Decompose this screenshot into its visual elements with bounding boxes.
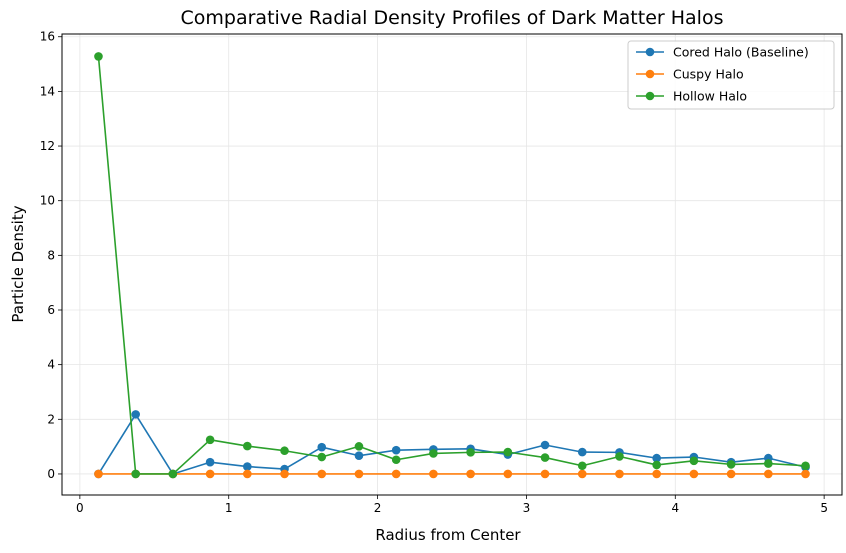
data-point: [168, 469, 178, 479]
data-point: [94, 52, 103, 61]
x-tick-label: 5: [820, 501, 828, 515]
data-point: [317, 452, 327, 462]
data-point: [391, 445, 401, 455]
data-point: [280, 446, 289, 456]
x-tick-label: 3: [523, 501, 531, 515]
legend: Cored Halo (Baseline) Cuspy Halo Hollow Ha…: [627, 40, 835, 110]
data-point: [205, 435, 215, 445]
series-layer: [94, 52, 810, 479]
data-point: [540, 440, 550, 450]
data-point: [243, 462, 252, 471]
y-tick-label: 4: [47, 358, 55, 372]
data-point: [615, 469, 624, 479]
data-point: [540, 453, 550, 462]
data-point: [503, 447, 513, 457]
plot-frame: [61, 33, 843, 496]
data-point: [540, 469, 550, 479]
chart-title: Comparative Radial Density Profiles of D…: [181, 7, 724, 29]
data-point: [205, 457, 215, 467]
data-point: [615, 452, 624, 461]
series-cored-halo-baseline: [94, 410, 810, 479]
data-point: [317, 469, 327, 479]
legend-label-hollow-halo: Hollow Halo: [673, 89, 747, 104]
legend-label-cuspy-halo: Cuspy Halo: [673, 67, 744, 82]
y-tick-label: 16: [40, 30, 55, 44]
data-point: [466, 469, 475, 479]
data-point: [205, 469, 215, 479]
data-point: [503, 469, 513, 479]
data-point: [726, 460, 736, 469]
y-tick-label: 10: [40, 194, 55, 208]
data-point: [652, 460, 661, 470]
data-point: [131, 469, 140, 479]
legend-box: [627, 40, 835, 110]
legend-marker-cuspy-halo: [645, 69, 655, 79]
data-point: [764, 469, 773, 479]
x-tick-label: 4: [671, 501, 679, 515]
series-cuspy-halo: [94, 469, 810, 479]
y-tick-label: 12: [40, 139, 55, 153]
y-tick-label: 6: [47, 303, 55, 317]
legend-label-cored-halo-baseline: Cored Halo (Baseline): [673, 45, 809, 60]
legend-marker-hollow-halo: [645, 91, 655, 101]
data-point: [466, 448, 475, 457]
y-tick-label: 14: [40, 84, 55, 98]
legend-marker-cored-halo-baseline: [645, 47, 655, 57]
data-point: [764, 459, 773, 468]
data-point: [317, 442, 327, 452]
data-point: [429, 449, 438, 458]
data-point: [577, 461, 587, 471]
data-point: [689, 456, 699, 466]
data-point: [577, 469, 587, 479]
data-point: [391, 469, 401, 479]
data-point: [689, 469, 699, 479]
data-point: [391, 455, 401, 465]
data-point: [429, 469, 438, 479]
data-point: [652, 469, 661, 479]
data-point: [354, 451, 364, 460]
x-tick-label: 2: [374, 501, 382, 515]
y-tick-label: 0: [47, 467, 55, 481]
x-tick-label: 0: [76, 501, 84, 515]
data-point: [801, 461, 810, 471]
x-tick-label: 1: [225, 501, 233, 515]
x-axis-label: Radius from Center: [375, 526, 521, 544]
data-point: [243, 441, 252, 451]
y-tick-label: 2: [47, 412, 55, 426]
data-point: [354, 469, 364, 479]
series-line-hollow-halo: [97, 56, 806, 475]
data-point: [131, 410, 140, 419]
data-point: [577, 447, 587, 457]
data-point: [280, 469, 289, 479]
data-point: [652, 453, 661, 463]
series-hollow-halo: [94, 52, 810, 479]
data-point: [94, 469, 103, 479]
y-tick-label: 8: [47, 248, 55, 262]
data-point: [243, 469, 252, 479]
series-line-cored-halo-baseline: [97, 413, 806, 475]
y-axis-label: Particle Density: [9, 205, 27, 322]
data-point: [354, 442, 364, 451]
data-point: [726, 469, 736, 479]
data-point: [801, 469, 810, 479]
